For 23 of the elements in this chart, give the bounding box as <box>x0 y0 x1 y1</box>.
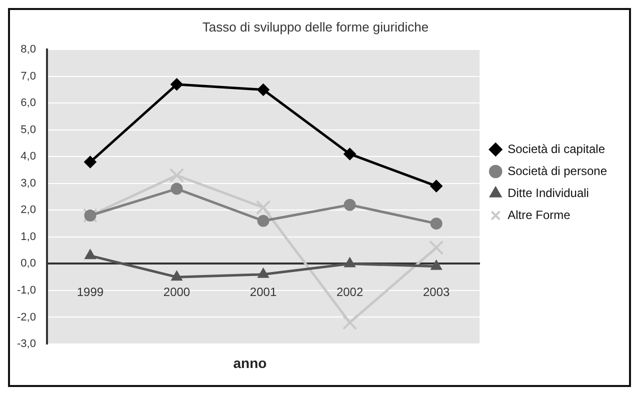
x-tick-label: 2002 <box>336 285 364 300</box>
y-tick-label: 2,0 <box>20 204 36 216</box>
y-tick-label: 3,0 <box>20 177 36 190</box>
y-tick-label: -2,0 <box>16 311 36 324</box>
y-tick-label: -3,0 <box>16 338 36 350</box>
y-tick-label: 4,0 <box>20 150 36 163</box>
x-tick-label: 2003 <box>422 285 450 300</box>
legend-label: Società di capitale <box>508 142 606 156</box>
y-tick-label: 1,0 <box>20 230 36 243</box>
x-tick-label: 1999 <box>76 285 104 300</box>
y-tick-label: 7,0 <box>20 70 36 82</box>
x-axis-title: anno <box>232 355 268 373</box>
legend-label: Altre Forme <box>508 208 571 222</box>
y-tick-label: -1,0 <box>16 284 36 297</box>
y-tick-label: 8,0 <box>20 44 36 56</box>
legend-label: Ditte Individuali <box>508 186 589 200</box>
x-tick-label: 2000 <box>163 285 190 300</box>
chart-title: Tasso di sviluppo delle forme giuridiche <box>202 19 429 34</box>
x-tick-label: 2001 <box>250 285 277 300</box>
legend-label: Società di persone <box>508 164 608 178</box>
y-tick-label: 6,0 <box>20 97 36 110</box>
y-tick-label: 0,0 <box>20 258 36 270</box>
y-tick-label: 5,0 <box>20 124 36 136</box>
